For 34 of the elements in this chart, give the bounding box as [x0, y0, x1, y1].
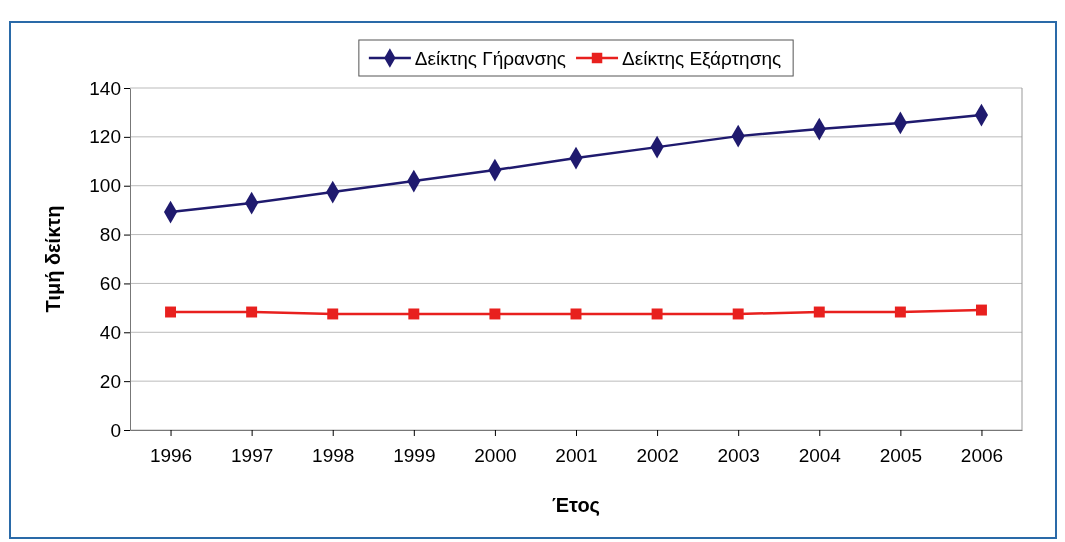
legend-label: Δείκτης Εξάρτησης [622, 48, 782, 69]
y-tick-label: 80 [99, 224, 121, 246]
y-tick-label: 140 [89, 77, 121, 99]
y-tick-label: 60 [99, 273, 121, 295]
point [165, 306, 177, 318]
point [813, 306, 825, 318]
y-tick-label: 40 [99, 321, 121, 343]
y-tick-label: 100 [89, 175, 121, 197]
x-tick-label: 2005 [879, 444, 922, 466]
y-tick-label: 20 [99, 370, 121, 392]
point [975, 304, 987, 316]
x-tick-label: 2003 [717, 444, 760, 466]
point [570, 308, 582, 320]
x-tick-label: 1996 [149, 444, 193, 466]
x-tick-label: 2001 [555, 444, 598, 466]
y-tick-label: 120 [89, 126, 121, 148]
x-tick-label: 2000 [474, 444, 517, 466]
x-tick-label: 2004 [798, 444, 842, 466]
point [327, 308, 339, 320]
x-tick-label: 2002 [636, 444, 679, 466]
x-tick-label: 1997 [231, 444, 274, 466]
point [732, 308, 744, 320]
legend-label: Δείκτης Γήρανσης [414, 48, 567, 69]
point [489, 308, 501, 320]
x-tick-label: 1998 [312, 444, 355, 466]
point [651, 308, 663, 320]
x-tick-label: 2006 [960, 444, 1004, 466]
point [408, 308, 420, 320]
y-axis-title: Τιμή δείκτη [42, 205, 64, 313]
x-axis-title: Έτος [551, 494, 601, 516]
y-tick-label: 0 [110, 419, 121, 441]
x-tick-label: 1999 [393, 444, 436, 466]
point [246, 306, 258, 318]
point [894, 306, 906, 318]
